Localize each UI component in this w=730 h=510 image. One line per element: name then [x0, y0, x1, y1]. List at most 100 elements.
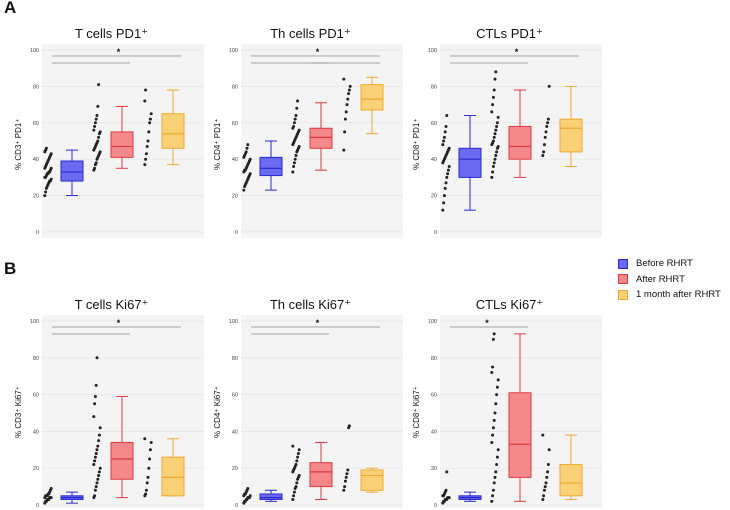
chart-title: Th cells Ki67⁺ [269, 297, 352, 312]
data-point [144, 488, 148, 492]
plot-svg: 0 20 40 60 80 100 * [30, 44, 204, 238]
y-tick-label: 100 [229, 48, 238, 54]
box-iqr [508, 125, 532, 160]
data-point [444, 181, 448, 185]
y-tick-label: 20 [33, 466, 39, 472]
chart-title: Th cells PD1⁺ [270, 26, 351, 41]
data-point [292, 161, 296, 165]
data-point [92, 128, 96, 132]
y-tick-label: 80 [232, 84, 238, 90]
data-point [441, 143, 445, 147]
y-tick-label: 40 [431, 429, 437, 435]
y-tick-label: 80 [431, 356, 437, 362]
data-point [144, 88, 148, 92]
data-point [491, 494, 495, 498]
data-point [491, 488, 495, 492]
data-point [146, 139, 150, 143]
data-point [297, 144, 301, 148]
data-point [292, 494, 296, 498]
y-tick-label: 20 [431, 466, 437, 472]
data-point [490, 175, 494, 179]
data-point [97, 433, 101, 437]
chart-ctls-ki67: CTLs Ki67⁺ % CD8⁺ Ki67⁺ 0 20 40 60 80 100 * [412, 293, 607, 508]
box-iqr [161, 456, 185, 497]
data-point [495, 385, 499, 389]
data-point [492, 418, 496, 422]
y-tick-label: 80 [33, 356, 39, 362]
data-point [97, 135, 101, 139]
data-point [296, 451, 300, 455]
data-point [143, 437, 147, 441]
data-point [545, 475, 549, 479]
box-iqr [458, 147, 482, 178]
legend-item-after: After RHRT [618, 272, 721, 288]
data-point [547, 448, 551, 452]
data-point [44, 146, 48, 150]
data-point [445, 114, 449, 118]
data-point [493, 132, 497, 136]
data-point [93, 124, 97, 128]
data-point [492, 161, 496, 165]
data-point [245, 146, 249, 150]
data-point [490, 371, 494, 375]
data-point [493, 475, 497, 479]
data-point [94, 117, 98, 121]
data-point [444, 488, 448, 492]
y-tick-label: 100 [30, 319, 39, 325]
data-point [494, 70, 498, 74]
y-tick-label: 40 [232, 157, 238, 163]
data-point [295, 481, 299, 485]
data-point [144, 492, 148, 496]
data-point [92, 463, 96, 467]
data-point [541, 497, 545, 501]
data-point [494, 402, 498, 406]
y-tick-label: 100 [428, 48, 437, 54]
data-point [98, 150, 102, 154]
data-point [144, 152, 148, 156]
data-point [49, 496, 53, 500]
data-point [495, 455, 499, 459]
data-point [492, 135, 496, 139]
data-point [94, 485, 98, 489]
y-tick-label: 60 [33, 393, 39, 399]
data-point [49, 152, 53, 156]
data-point [495, 121, 499, 125]
data-point [490, 499, 494, 503]
data-point [347, 88, 351, 92]
panel-label-b: B [4, 259, 17, 278]
data-point [145, 144, 149, 148]
data-point [491, 337, 495, 341]
data-point [248, 494, 252, 498]
y-tick-label: 100 [229, 319, 238, 325]
data-point [495, 393, 499, 397]
data-point [543, 485, 547, 489]
data-point [296, 99, 300, 103]
data-point [345, 472, 349, 476]
data-point [291, 444, 295, 448]
data-point [143, 99, 147, 103]
plot-svg: 0 20 40 60 80 100 * [229, 315, 403, 508]
data-point [98, 130, 102, 134]
data-point [93, 394, 97, 398]
chart-title: T cells Ki67⁺ [74, 297, 149, 312]
data-point [96, 444, 100, 448]
box-iqr [559, 464, 583, 497]
data-point [248, 157, 252, 161]
chart-th-cells-ki67: Th cells Ki67⁺ % CD4⁺ Ki67⁺ 0 20 40 60 80 100… [213, 293, 408, 508]
data-point [145, 481, 149, 485]
data-point [492, 481, 496, 485]
data-point [294, 463, 298, 467]
data-point [544, 481, 548, 485]
y-tick-label: 20 [232, 466, 238, 472]
y-tick-label: 0 [235, 230, 238, 236]
data-point [93, 121, 97, 125]
data-point [490, 440, 494, 444]
data-point [447, 164, 451, 168]
data-point [296, 455, 300, 459]
data-point [294, 154, 298, 158]
chart-t-cells-ki67: T cells Ki67⁺ % CD3⁺ Ki67⁺ 0 20 40 60 80 100 * [14, 293, 209, 508]
data-point [244, 150, 248, 154]
data-point [49, 486, 53, 490]
data-point [347, 92, 351, 96]
data-point [495, 150, 499, 154]
